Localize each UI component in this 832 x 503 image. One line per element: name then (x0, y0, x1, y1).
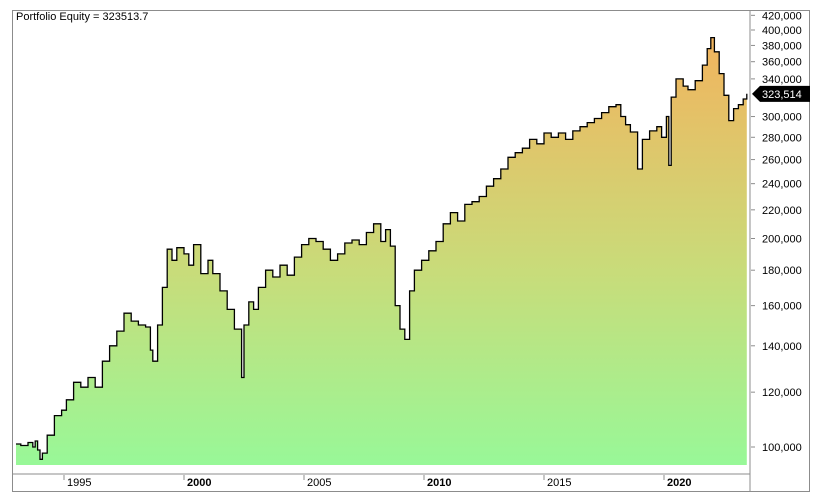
last-value-marker: 323,514 (752, 85, 810, 102)
y-tick-label: 160,000 (762, 301, 802, 313)
x-tick-label: 2000 (187, 477, 211, 489)
y-tick-label: 180,000 (762, 265, 802, 277)
last-value-label: 323,514 (762, 89, 802, 101)
x-tick-label: 2015 (547, 477, 571, 489)
x-tick-label: 2020 (667, 477, 691, 489)
y-tick-label: 140,000 (762, 341, 802, 353)
x-tick-label: 2005 (307, 477, 331, 489)
y-tick-label: 220,000 (762, 205, 802, 217)
y-axis: 100,000 120,000 140,000 160,000 180,000 200,0… (751, 10, 802, 454)
x-tick-label: 2010 (427, 477, 451, 489)
equity-area-fill (16, 37, 747, 465)
y-tick-label: 200,000 (762, 234, 802, 246)
x-axis: 1995 2000 2005 2010 2015 2020 (63, 475, 691, 489)
last-value-badge (752, 85, 810, 102)
y-tick-label: 240,000 (762, 179, 802, 191)
equity-line (16, 36, 748, 460)
y-tick-label: 420,000 (762, 10, 802, 22)
y-tick-label: 100,000 (762, 442, 802, 454)
y-tick-label: 360,000 (762, 57, 802, 69)
y-tick-label: 400,000 (762, 25, 802, 37)
equity-curve (16, 36, 748, 460)
equity-area (16, 37, 747, 465)
chart-frame (12, 10, 810, 492)
y-tick-label: 380,000 (762, 40, 802, 52)
x-tick-label: 1995 (67, 477, 91, 489)
y-tick-label: 300,000 (762, 112, 802, 124)
y-tick-label: 280,000 (762, 132, 802, 144)
y-tick-label: 260,000 (762, 155, 802, 167)
chart-title: Portfolio Equity = 323513.7 (16, 11, 149, 23)
y-tick-label: 120,000 (762, 387, 802, 399)
y-tick-label: 340,000 (762, 74, 802, 86)
